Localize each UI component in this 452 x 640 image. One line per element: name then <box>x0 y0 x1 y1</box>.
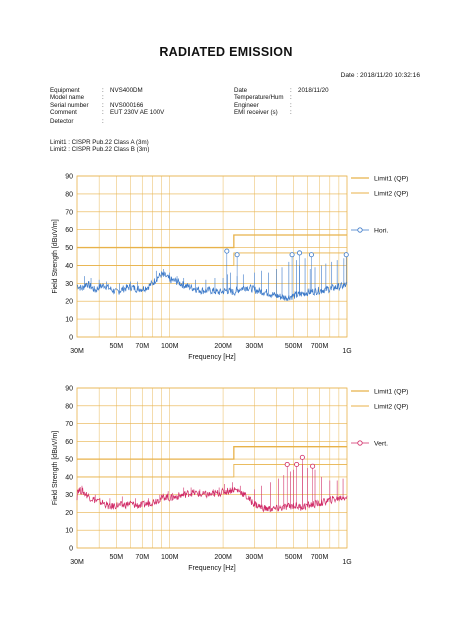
y-tick-label: 30 <box>65 492 73 499</box>
y-tick-label: 80 <box>65 191 73 198</box>
hori-chart: 0 10 20 30 40 50 60 70 80 90 30M 50M 70M 100M 200M 300M… <box>52 174 408 362</box>
peak-marker <box>289 252 295 258</box>
y-axis-label: Field Strength [dBuV/m] <box>52 219 59 293</box>
field-emi-receiver: EMI receiver (s): <box>234 109 292 117</box>
limit-line-2 <box>77 463 347 478</box>
y-tick-label: 30 <box>65 281 73 288</box>
y-tick-label: 50 <box>65 457 73 464</box>
field-serial-number: Serial number: NVS000166 <box>50 101 144 109</box>
legend-marker <box>357 440 363 446</box>
y-tick-label: 0 <box>69 335 73 342</box>
field-temperature: Temperature/Hum: <box>234 94 292 102</box>
field-engineer: Engineer: <box>234 101 292 109</box>
peak-marker <box>294 461 300 467</box>
peak-marker <box>299 454 305 460</box>
x-tick-label: 70M <box>135 343 149 350</box>
y-axis-label: Field Strength [dBuV/m] <box>52 431 59 505</box>
x-tick-label: 50M <box>110 554 124 561</box>
report-date: Date : 2018/11/20 10:32:16 <box>340 72 420 79</box>
y-tick-label: 40 <box>65 263 73 270</box>
peak-marker <box>343 252 349 258</box>
y-tick-label: 90 <box>65 386 73 393</box>
field-equipment: Equipment: NVS400DM <box>50 87 143 94</box>
peak-marker <box>234 252 240 258</box>
peak-marker <box>308 252 314 258</box>
x-tick-label: 1G <box>342 559 351 566</box>
x-tick-label: 30M <box>70 348 84 355</box>
x-tick-label: 500M <box>285 343 303 350</box>
y-tick-label: 20 <box>65 510 73 517</box>
y-tick-label: 60 <box>65 227 73 234</box>
peak-marker <box>284 461 290 467</box>
plot-frame <box>76 387 348 549</box>
x-axis-label: Frequency [Hz] <box>188 565 236 572</box>
x-tick-label: 100M <box>161 343 179 350</box>
field-comment: Comment: EUT 230V AE 100V <box>50 109 165 117</box>
x-tick-label: 70M <box>135 554 149 561</box>
field-date: Date:2018/11/20 <box>234 87 329 94</box>
x-tick-label: 30M <box>70 559 84 566</box>
x-tick-label: 100M <box>161 554 179 561</box>
limit-definitions: Limit1 : CISPR Pub.22 Class A (3m) Limit… <box>50 139 149 154</box>
limit-line-1 <box>77 234 347 249</box>
vert-chart: 0 10 20 30 40 50 60 70 80 90 30M 50M 70M 100M 200M 300M… <box>52 386 408 573</box>
x-tick-label: 1G <box>342 348 351 355</box>
x-tick-label: 700M <box>311 343 329 350</box>
limit1-definition: Limit1 : CISPR Pub.22 Class A (3m) <box>50 139 149 146</box>
test-info: Date:2018/11/20 Temperature/Hum: Enginee… <box>234 87 329 117</box>
x-axis-label: Frequency [Hz] <box>188 354 236 361</box>
limit-line-2 <box>77 252 347 266</box>
y-tick-label: 70 <box>65 209 73 216</box>
legend-label: Limit1 (QP) <box>374 389 408 396</box>
legend-marker <box>357 227 363 233</box>
report-title: RADIATED EMISSION <box>159 45 293 59</box>
legend-label: Hori. <box>374 228 388 235</box>
y-tick-label: 50 <box>65 245 73 252</box>
x-tick-label: 50M <box>110 343 124 350</box>
plot-frame <box>76 175 348 338</box>
y-tick-label: 10 <box>65 528 73 535</box>
y-tick-label: 60 <box>65 439 73 446</box>
legend-label: Limit1 (QP) <box>374 176 408 183</box>
legend-label: Limit2 (QP) <box>374 404 408 411</box>
y-tick-label: 90 <box>65 174 73 181</box>
y-tick-label: 40 <box>65 474 73 481</box>
peak-marker <box>310 463 316 469</box>
y-tick-label: 10 <box>65 317 73 324</box>
series-trace <box>76 486 348 513</box>
legend-label: Vert. <box>374 441 388 448</box>
y-tick-label: 20 <box>65 299 73 306</box>
limit-line-1 <box>77 446 347 460</box>
y-tick-label: 0 <box>69 546 73 553</box>
field-detector: Detector: <box>50 118 104 125</box>
x-tick-label: 200M <box>214 343 232 350</box>
series-trace <box>76 271 348 301</box>
x-tick-label: 700M <box>311 554 329 561</box>
field-model-name: Model name: <box>50 94 104 102</box>
peak-marker <box>297 250 303 256</box>
x-tick-label: 300M <box>246 343 264 350</box>
x-tick-label: 300M <box>246 554 264 561</box>
legend-label: Limit2 (QP) <box>374 191 408 198</box>
x-tick-label: 200M <box>214 554 232 561</box>
limit2-definition: Limit2 : CISPR Pub.22 Class B (3m) <box>50 146 150 154</box>
y-tick-label: 80 <box>65 403 73 410</box>
peak-marker <box>224 248 230 254</box>
x-tick-label: 500M <box>285 554 303 561</box>
equipment-info: Equipment: NVS400DM Model name: Serial nu… <box>50 87 164 117</box>
y-tick-label: 70 <box>65 421 73 428</box>
